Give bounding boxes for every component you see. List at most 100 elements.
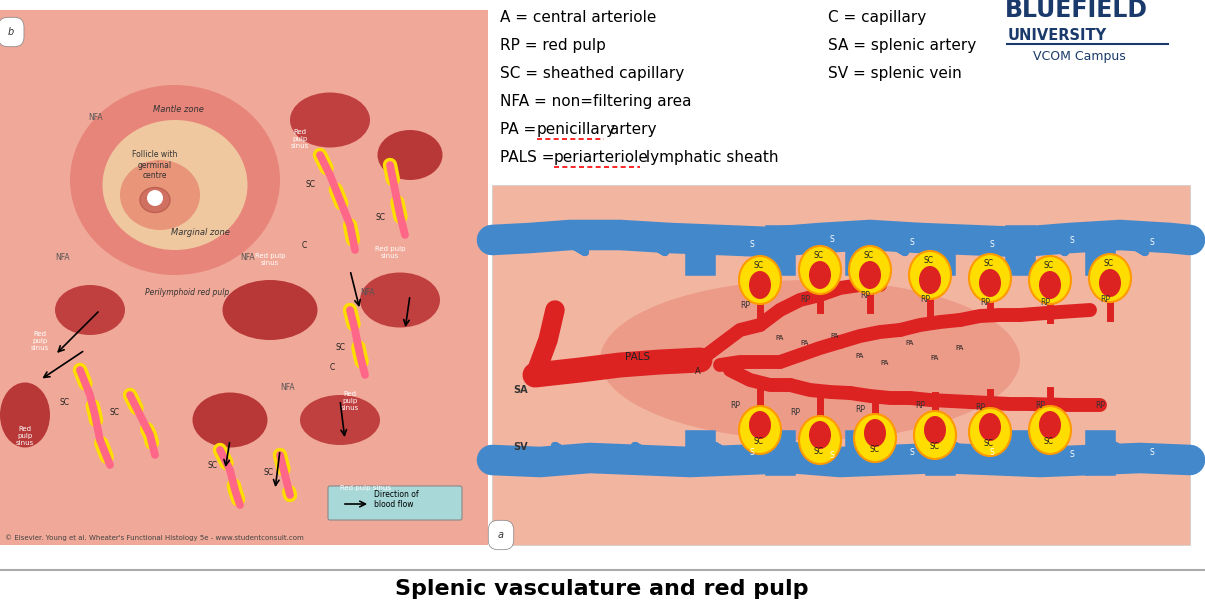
Text: PA: PA bbox=[856, 353, 863, 359]
Text: RP: RP bbox=[790, 408, 800, 417]
Text: Red
pulp
sinus: Red pulp sinus bbox=[341, 391, 359, 411]
Text: RP: RP bbox=[856, 405, 865, 414]
Text: SA: SA bbox=[513, 385, 528, 395]
Ellipse shape bbox=[120, 160, 200, 230]
Ellipse shape bbox=[909, 251, 951, 299]
Text: RP: RP bbox=[915, 401, 925, 410]
Text: PA: PA bbox=[956, 345, 963, 351]
Text: S: S bbox=[1150, 238, 1154, 247]
Ellipse shape bbox=[0, 382, 49, 447]
Text: SC: SC bbox=[306, 180, 316, 189]
Polygon shape bbox=[0, 10, 488, 545]
Text: SC: SC bbox=[1104, 259, 1113, 268]
Text: SV: SV bbox=[513, 442, 528, 452]
Ellipse shape bbox=[799, 246, 841, 294]
Text: SC = sheathed capillary: SC = sheathed capillary bbox=[500, 66, 684, 81]
Text: a: a bbox=[498, 530, 504, 540]
Text: S: S bbox=[750, 240, 754, 249]
Ellipse shape bbox=[969, 254, 1011, 302]
Text: C = capillary: C = capillary bbox=[828, 10, 927, 25]
Text: S: S bbox=[1150, 448, 1154, 457]
Text: RP: RP bbox=[980, 298, 991, 307]
Ellipse shape bbox=[969, 408, 1011, 456]
Ellipse shape bbox=[102, 120, 247, 250]
Ellipse shape bbox=[1089, 254, 1131, 302]
Text: RP: RP bbox=[1095, 401, 1105, 410]
Ellipse shape bbox=[1039, 411, 1060, 439]
Ellipse shape bbox=[739, 406, 781, 454]
Text: penicillary: penicillary bbox=[537, 122, 616, 137]
Text: RP: RP bbox=[740, 301, 750, 310]
Text: Red pulp
sinus: Red pulp sinus bbox=[254, 253, 286, 266]
Circle shape bbox=[147, 190, 163, 206]
Text: © Elsevier. Young et al. Wheater's Functional Histology 5e - www.studentconsult.: © Elsevier. Young et al. Wheater's Funct… bbox=[5, 535, 304, 541]
Text: Follicle with
germinal
centre: Follicle with germinal centre bbox=[133, 150, 177, 180]
Ellipse shape bbox=[750, 271, 771, 299]
Text: SC: SC bbox=[815, 447, 824, 456]
Text: SC: SC bbox=[754, 437, 764, 446]
Ellipse shape bbox=[799, 416, 841, 464]
Text: SC: SC bbox=[110, 408, 121, 417]
Text: NFA: NFA bbox=[360, 288, 375, 297]
Text: SC: SC bbox=[929, 442, 939, 451]
Ellipse shape bbox=[600, 280, 1019, 440]
Text: C: C bbox=[302, 241, 307, 250]
Text: Red
pulp
sinus: Red pulp sinus bbox=[16, 426, 34, 446]
Text: Splenic vasculature and red pulp: Splenic vasculature and red pulp bbox=[395, 579, 809, 599]
Text: NFA: NFA bbox=[88, 113, 102, 122]
Polygon shape bbox=[492, 185, 1191, 545]
Text: VCOM Campus: VCOM Campus bbox=[1033, 50, 1125, 63]
Text: Red
pulp
sinus: Red pulp sinus bbox=[290, 129, 310, 149]
Text: Red pulp sinus: Red pulp sinus bbox=[340, 485, 390, 491]
Text: A: A bbox=[695, 367, 701, 376]
Ellipse shape bbox=[290, 92, 370, 147]
Text: Direction of
blood flow: Direction of blood flow bbox=[374, 489, 418, 509]
Text: PA: PA bbox=[930, 355, 939, 361]
Text: NFA: NFA bbox=[55, 253, 70, 262]
Ellipse shape bbox=[1039, 271, 1060, 299]
Ellipse shape bbox=[809, 261, 831, 289]
Text: A = central arteriole: A = central arteriole bbox=[500, 10, 657, 25]
Ellipse shape bbox=[978, 413, 1001, 441]
Text: S: S bbox=[830, 235, 835, 244]
Ellipse shape bbox=[223, 280, 317, 340]
Text: periarteriole: periarteriole bbox=[554, 150, 648, 165]
Ellipse shape bbox=[978, 269, 1001, 297]
Ellipse shape bbox=[809, 421, 831, 449]
Text: PA: PA bbox=[830, 333, 839, 339]
Text: Marginal zone: Marginal zone bbox=[171, 228, 229, 237]
Ellipse shape bbox=[1099, 269, 1121, 297]
Text: S: S bbox=[991, 240, 995, 249]
Text: RP: RP bbox=[975, 403, 984, 412]
Text: NFA: NFA bbox=[280, 383, 295, 392]
Ellipse shape bbox=[850, 246, 890, 294]
Text: RP: RP bbox=[919, 295, 930, 304]
Text: artery: artery bbox=[605, 122, 657, 137]
Text: BLUEFIELD: BLUEFIELD bbox=[1005, 0, 1148, 22]
Text: SC: SC bbox=[1044, 437, 1054, 446]
Ellipse shape bbox=[377, 130, 442, 180]
Ellipse shape bbox=[919, 266, 941, 294]
Text: SC: SC bbox=[864, 251, 874, 260]
Text: S: S bbox=[991, 448, 995, 457]
Text: S: S bbox=[1070, 450, 1075, 459]
Text: SV = splenic vein: SV = splenic vein bbox=[828, 66, 962, 81]
Ellipse shape bbox=[1029, 256, 1071, 304]
Text: SC: SC bbox=[263, 468, 274, 477]
Text: NFA: NFA bbox=[240, 253, 254, 262]
Text: S: S bbox=[910, 238, 915, 247]
Text: PA: PA bbox=[880, 360, 888, 366]
Text: RP: RP bbox=[1035, 401, 1045, 410]
Text: lymphatic sheath: lymphatic sheath bbox=[641, 150, 778, 165]
Text: SC: SC bbox=[1044, 261, 1054, 270]
Ellipse shape bbox=[854, 414, 897, 462]
Text: RP = red pulp: RP = red pulp bbox=[500, 38, 606, 53]
Text: SC: SC bbox=[207, 461, 217, 470]
Ellipse shape bbox=[739, 256, 781, 304]
Text: Mantle zone: Mantle zone bbox=[153, 105, 204, 114]
Ellipse shape bbox=[193, 392, 268, 447]
Text: SC: SC bbox=[815, 251, 824, 260]
FancyBboxPatch shape bbox=[328, 486, 462, 520]
Ellipse shape bbox=[300, 395, 380, 445]
Text: SC: SC bbox=[754, 261, 764, 270]
